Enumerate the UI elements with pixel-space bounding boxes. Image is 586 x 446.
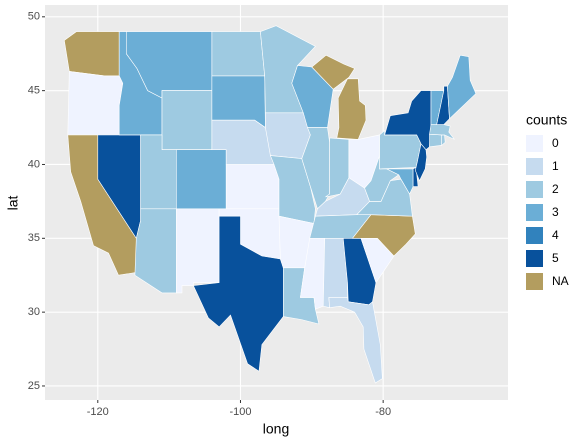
region bbox=[67, 71, 124, 136]
region bbox=[225, 164, 280, 210]
region bbox=[328, 297, 383, 384]
region bbox=[300, 238, 326, 310]
region bbox=[192, 215, 284, 372]
region bbox=[161, 90, 213, 150]
legend-title: counts bbox=[526, 112, 567, 128]
legend-key bbox=[526, 250, 543, 267]
region bbox=[176, 149, 227, 210]
region bbox=[412, 166, 419, 187]
y-tick-label: 30 bbox=[28, 306, 40, 318]
region bbox=[447, 54, 477, 120]
legend-label: 4 bbox=[552, 228, 559, 242]
region bbox=[211, 31, 266, 77]
legend-key bbox=[526, 273, 543, 290]
x-tick-label: -100 bbox=[229, 406, 251, 418]
region bbox=[265, 112, 311, 159]
y-tick-label: 40 bbox=[28, 158, 40, 170]
legend-key bbox=[526, 181, 543, 198]
legend-key bbox=[526, 158, 543, 175]
y-tick-label: 35 bbox=[28, 232, 40, 244]
legend-label: 3 bbox=[552, 205, 559, 219]
legend-label: NA bbox=[552, 274, 569, 288]
x-tick-label: -120 bbox=[87, 406, 109, 418]
legend-key bbox=[526, 135, 543, 152]
y-tick-label: 45 bbox=[28, 85, 40, 97]
x-tick-label: -80 bbox=[375, 406, 391, 418]
region bbox=[379, 129, 422, 170]
legend-label: 5 bbox=[552, 251, 559, 265]
y-tick-label: 25 bbox=[28, 380, 40, 392]
y-axis-title: lat bbox=[5, 196, 21, 211]
y-tick-label: 50 bbox=[28, 11, 40, 23]
legend-key bbox=[526, 227, 543, 244]
region bbox=[429, 133, 442, 148]
region bbox=[311, 54, 367, 140]
legend-label: 2 bbox=[552, 182, 559, 196]
x-axis-title: long bbox=[263, 421, 289, 437]
region bbox=[176, 208, 220, 294]
legend-label: 1 bbox=[552, 159, 559, 173]
region bbox=[63, 31, 120, 77]
region bbox=[211, 75, 266, 129]
legend-label: 0 bbox=[552, 136, 559, 150]
map bbox=[63, 25, 477, 384]
legend-key bbox=[526, 204, 543, 221]
